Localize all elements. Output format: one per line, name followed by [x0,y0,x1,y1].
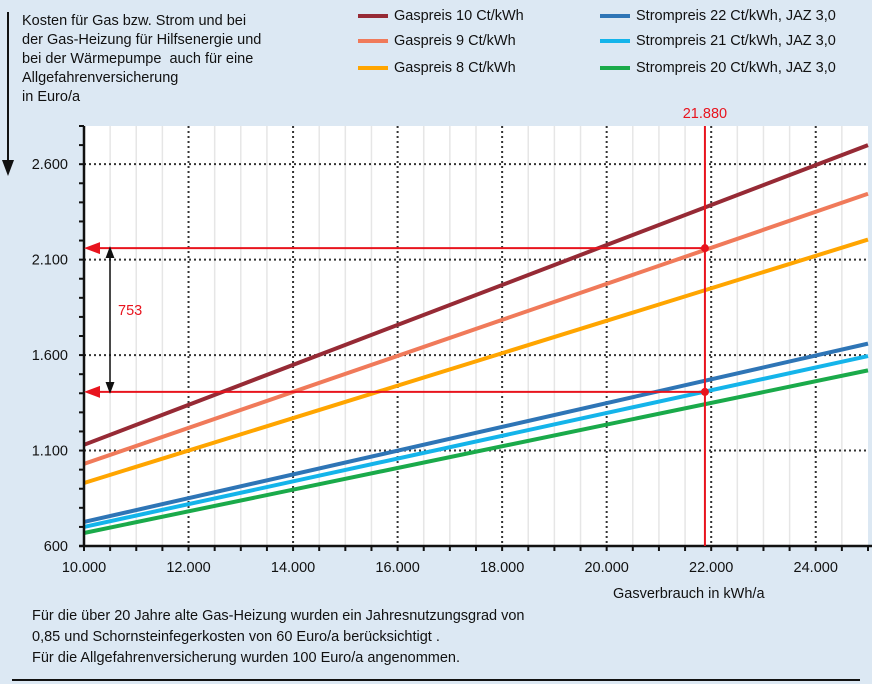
series-line-0 [83,143,869,447]
divider [12,679,860,681]
series-line-4 [83,354,869,529]
legend-swatch [600,39,630,43]
annotations: 753 21.880 [84,106,727,546]
legend-label: Gaspreis 8 Ct/kWh [394,60,516,76]
x-tick-label: 22.000 [689,560,733,576]
difference-label: 753 [118,303,142,319]
legend-swatch [600,66,630,70]
x-tick-label: 12.000 [166,560,210,576]
axes: 10.000 12.000 14.000 16.000 18.000 20.000 22.0… [32,125,872,576]
series-lines [83,143,869,535]
legend-swatch [358,39,388,43]
marker-upper-point [700,244,709,253]
legend-label: Gaspreis 9 Ct/kWh [394,33,516,49]
legend-label: Gaspreis 10 Ct/kWh [394,8,524,24]
y-axis-label: Kosten für Gas bzw. Strom und bei der Ga… [22,13,262,105]
legend-item-1: Gaspreis 9 Ct/kWh [358,33,516,49]
legend-swatch [358,14,388,18]
legend-label: Strompreis 21 Ct/kWh, JAZ 3,0 [636,33,836,49]
series-line-5 [83,368,869,535]
legend-label: Strompreis 22 Ct/kWh, JAZ 3,0 [636,8,836,24]
legend-swatch [358,66,388,70]
x-axis-label: Gasverbrauch in kWh/a [613,586,765,602]
marker-lower-point [700,387,709,396]
y-tick-label: 2.600 [32,157,68,173]
y-tick-label: 1.600 [32,348,68,364]
series-line-1 [83,191,869,466]
y-tick-label: 1.100 [32,444,68,460]
legend-swatch [600,14,630,18]
series-line-3 [83,341,869,524]
x-tick-label: 20.000 [584,560,628,576]
legend-label: Strompreis 20 Ct/kWh, JAZ 3,0 [636,60,836,76]
x-tick-label: 10.000 [62,560,106,576]
legend-item-2: Gaspreis 8 Ct/kWh [358,60,516,76]
footnote: Für die über 20 Jahre alte Gas-Heizung w… [32,608,525,666]
marker-x-label: 21.880 [683,106,727,122]
y-tick-label: 600 [44,539,68,555]
y-tick-label: 2.100 [32,253,68,269]
legend-item-0: Gaspreis 10 Ct/kWh [358,8,524,24]
x-tick-label: 14.000 [271,560,315,576]
legend-item-4: Strompreis 21 Ct/kWh, JAZ 3,0 [600,33,836,49]
x-tick-label: 16.000 [375,560,419,576]
legend-item-5: Strompreis 20 Ct/kWh, JAZ 3,0 [600,60,836,76]
series-line-2 [83,237,869,485]
x-tick-label: 18.000 [480,560,524,576]
legend-item-3: Strompreis 22 Ct/kWh, JAZ 3,0 [600,8,836,24]
x-tick-label: 24.000 [794,560,838,576]
